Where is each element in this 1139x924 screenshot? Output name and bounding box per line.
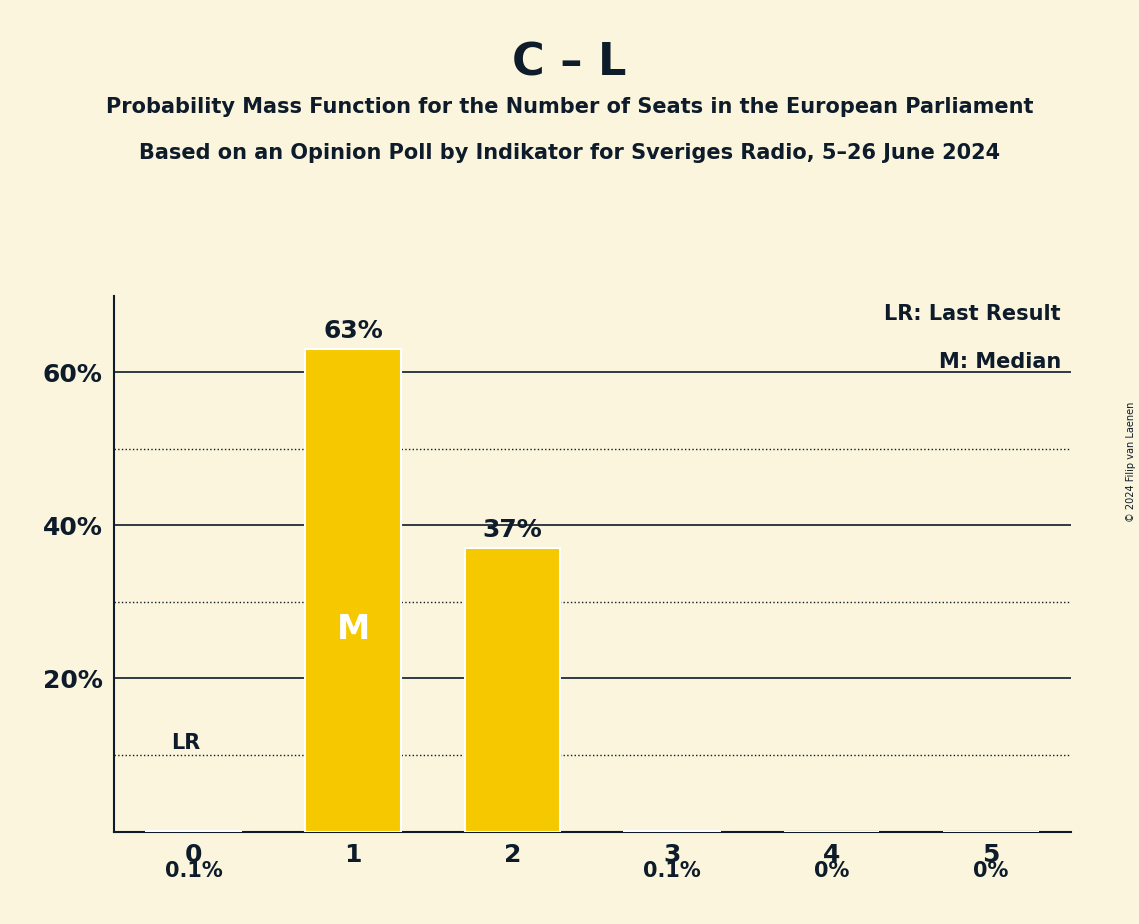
Text: 0.1%: 0.1% xyxy=(165,861,222,881)
Text: 0.1%: 0.1% xyxy=(644,861,700,881)
Text: Probability Mass Function for the Number of Seats in the European Parliament: Probability Mass Function for the Number… xyxy=(106,97,1033,117)
Text: 0%: 0% xyxy=(813,861,850,881)
Text: 0%: 0% xyxy=(973,861,1009,881)
Bar xyxy=(305,349,401,832)
Text: C – L: C – L xyxy=(513,42,626,85)
Text: 63%: 63% xyxy=(323,319,383,343)
Text: © 2024 Filip van Laenen: © 2024 Filip van Laenen xyxy=(1126,402,1136,522)
Text: LR: Last Result: LR: Last Result xyxy=(885,304,1062,323)
Text: M: Median: M: Median xyxy=(939,352,1062,372)
Bar xyxy=(465,548,560,832)
Text: 37%: 37% xyxy=(483,518,542,542)
Text: Based on an Opinion Poll by Indikator for Sveriges Radio, 5–26 June 2024: Based on an Opinion Poll by Indikator fo… xyxy=(139,143,1000,164)
Text: M: M xyxy=(336,613,370,646)
Text: LR: LR xyxy=(171,733,200,753)
